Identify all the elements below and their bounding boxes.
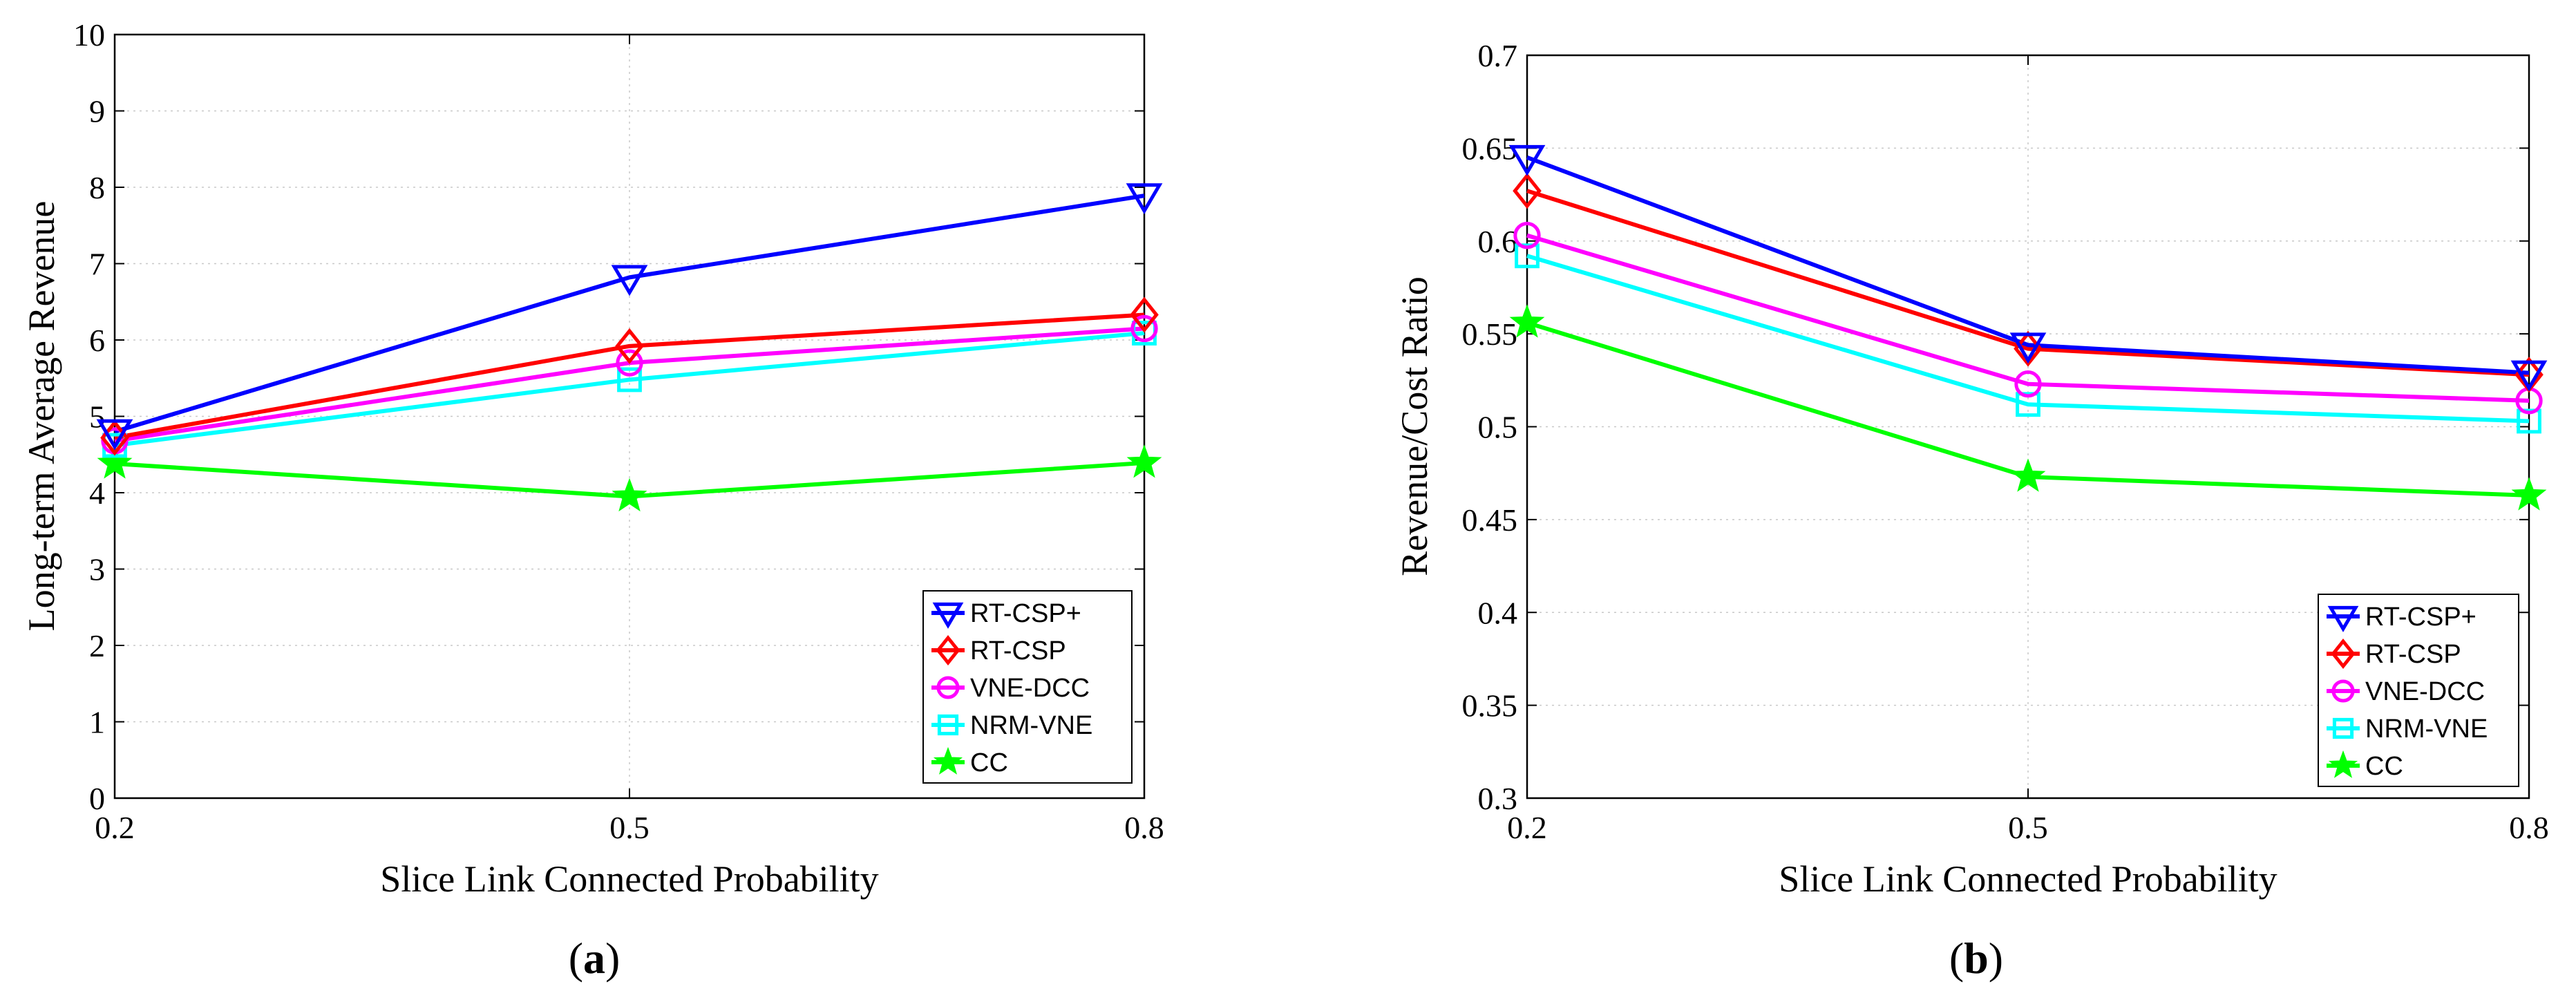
y-tick-label: 0.5 [1478,410,1518,445]
y-tick-label: 0.7 [1478,38,1518,73]
data-point-nrm-vne [2016,392,2040,417]
y-tick-label: 6 [89,323,105,358]
data-point-vne-dcc [1130,314,1158,343]
legend-marker [2327,605,2359,632]
data-point-nrm-vne [2517,408,2541,434]
series-line-vne-dcc [1526,233,2530,403]
data-point-rt-csp [615,328,644,364]
y-tick-label: 0.65 [1462,131,1518,166]
data-point-cc [97,445,133,479]
ticks-b: 0.3 0.35 0.4 0.45 0.5 0.55 0.6 0.65 0.7 0.2 0.5 0.8 [1462,38,2549,845]
data-point-cc [1509,304,1545,338]
y-tick-label: 0 [89,781,105,816]
y-tick-label: 0.3 [1478,781,1518,816]
panel-label-b: (b) [1949,934,2003,983]
x-axis-label-a: Slice Link Connected Probability [380,858,878,900]
legend-marker [933,746,963,775]
legend-marker [2331,679,2355,703]
x-tick-label: 0.8 [2509,810,2549,845]
legend-label: RT-CSP+ [970,599,1081,628]
y-tick-label: 2 [89,628,105,663]
data-point-rt-csp [1130,296,1159,333]
data-point-rt-csp- [2009,332,2047,364]
legend-label: CC [2365,752,2403,781]
y-tick-label: 0.4 [1478,595,1518,630]
y-tick-label: 0.35 [1462,688,1518,724]
data-point-cc [2511,477,2547,511]
y-tick-label: 3 [89,552,105,587]
legend-marker [936,634,960,666]
legend-marker [2328,750,2358,778]
y-tick-label: 1 [89,705,105,740]
data-point-nrm-vne [617,367,642,393]
legend-label: VNE-DCC [970,674,1090,703]
data-point-rt-csp- [1508,144,1546,176]
legend-marker [937,714,959,736]
x-tick-label: 0.5 [609,810,650,845]
y-tick-label: 9 [89,94,105,129]
data-point-rt-csp- [611,265,648,296]
data-point-rt-csp- [1126,183,1163,215]
series-markers-a [96,183,1163,512]
data-point-vne-dcc [616,349,643,377]
legend-label: VNE-DCC [2365,677,2485,706]
series-line-rt-csp [114,312,1145,440]
legend-a: RT-CSP+ RT-CSP VNE-DCC NRM-VNE CC [922,590,1133,784]
x-tick-label: 0.5 [2008,810,2048,845]
legend-label: RT-CSP [2365,640,2461,669]
series-line-rt-csp- [114,193,1145,434]
y-axis-label-a: Long-term Average Revenue [21,201,62,632]
y-tick-label: 0.45 [1462,502,1518,538]
x-tick-label: 0.2 [95,810,135,845]
series-line-nrm-vne [114,331,1145,448]
x-tick-label: 0.2 [1507,810,1547,845]
data-point-vne-dcc [2014,370,2042,398]
series-line-nrm-vne [1526,254,2530,424]
y-tick-label: 4 [89,475,105,511]
series-markers-b [1508,144,2548,511]
data-point-cc [612,478,647,512]
data-point-rt-csp- [96,419,133,451]
legend-label: CC [970,748,1008,777]
y-tick-label: 0.6 [1478,224,1518,259]
legend-b: RT-CSP+ RT-CSP VNE-DCC NRM-VNE CC [2318,594,2519,787]
grid-a [115,35,1144,798]
x-axis-label-b: Slice Link Connected Probability [1779,858,2277,900]
data-point-nrm-vne [1515,243,1540,269]
legend-marker [2331,638,2356,670]
series-line-rt-csp- [1526,155,2530,375]
series-line-rt-csp [1526,189,2530,377]
legend-label: RT-CSP+ [2365,603,2476,632]
x-tick-label: 0.8 [1124,810,1164,845]
legend-marker [936,676,960,699]
data-point-cc [1126,444,1162,478]
y-tick-label: 0.55 [1462,316,1518,352]
data-point-rt-csp [1513,173,1542,209]
data-point-cc [2010,458,2046,492]
legend-marker [932,602,964,629]
legend-label: RT-CSP [970,636,1066,665]
y-tick-label: 7 [89,247,105,282]
legend-label: NRM-VNE [2365,715,2488,744]
y-tick-label: 10 [73,17,105,53]
legend-marker [2332,717,2354,739]
legend-label: NRM-VNE [970,711,1092,740]
y-axis-label-b: Revenue/Cost Ratio [1394,276,1435,576]
data-point-vne-dcc [1513,222,1541,249]
chart-panel-b: 0.3 0.35 0.4 0.45 0.5 0.55 0.6 0.65 0.7 0.2 0.5 0.8… [1394,38,2549,983]
y-tick-label: 8 [89,170,105,205]
panel-label-a: (a) [569,934,621,983]
data-point-rt-csp- [2510,360,2548,392]
